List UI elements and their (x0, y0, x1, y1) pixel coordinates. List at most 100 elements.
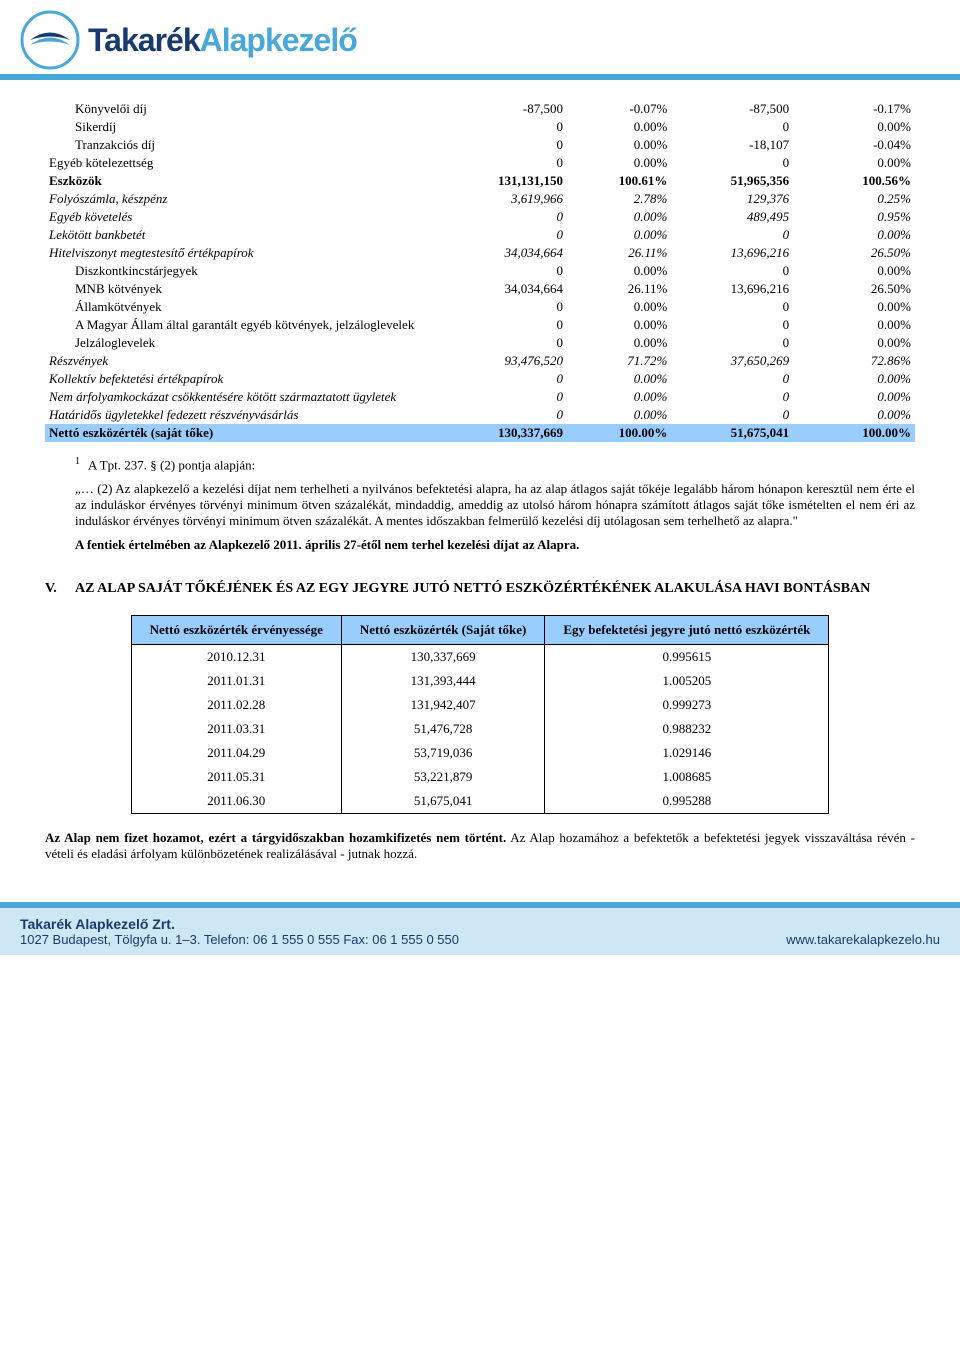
row-label: Határidős ügyletekkel fedezett részvényv… (45, 406, 445, 424)
row-pct-1: 0.00% (567, 298, 671, 316)
nav-cell: 1.005205 (545, 669, 829, 693)
row-value-2: 0 (671, 406, 793, 424)
row-pct-1: 71.72% (567, 352, 671, 370)
table-row: Tranzakciós díj00.00%-18,107-0.04% (45, 136, 915, 154)
nav-row: 2011.01.31131,393,4441.005205 (131, 669, 829, 693)
row-label: Tranzakciós díj (45, 136, 445, 154)
row-label: Diszkontkincstárjegyek (45, 262, 445, 280)
row-value-1: 130,337,669 (445, 424, 567, 442)
row-pct-2: 26.50% (793, 280, 915, 298)
row-value-2: 0 (671, 226, 793, 244)
row-pct-1: 26.11% (567, 280, 671, 298)
row-label: Kollektív befektetési értékpapírok (45, 370, 445, 388)
row-pct-2: 0.00% (793, 154, 915, 172)
row-value-2: 0 (671, 154, 793, 172)
table-row: Kollektív befektetési értékpapírok 00.00%… (45, 370, 915, 388)
row-value-2: -18,107 (671, 136, 793, 154)
row-value-2: 0 (671, 370, 793, 388)
table-row: Hitelviszonyt megtestesítő értékpapírok3… (45, 244, 915, 262)
row-value-1: 34,034,664 (445, 280, 567, 298)
row-label: Nettó eszközérték (saját tőke) (45, 424, 445, 442)
row-value-2: 0 (671, 298, 793, 316)
section-heading: AZ ALAP SAJÁT TŐKÉJÉNEK ÉS AZ EGY JEGYRE… (75, 581, 870, 596)
nav-row: 2011.02.28131,942,4070.999273 (131, 693, 829, 717)
nav-cell: 51,476,728 (341, 717, 544, 741)
logo-text: Takarék Alapkezelő (88, 22, 357, 59)
row-pct-2: 0.00% (793, 298, 915, 316)
row-pct-1: 100.00% (567, 424, 671, 442)
nav-cell: 2011.02.28 (131, 693, 341, 717)
row-label: Könyvelői díj (45, 100, 445, 118)
row-label: MNB kötvények (45, 280, 445, 298)
row-label: Eszközök (45, 172, 445, 190)
nav-row: 2011.05.3153,221,8791.008685 (131, 765, 829, 789)
table-row: Eszközök131,131,150100.61%51,965,356100.… (45, 172, 915, 190)
table-row: Sikerdíj00.00%00.00% (45, 118, 915, 136)
nav-cell: 0.995615 (545, 645, 829, 670)
nav-cell: 51,675,041 (341, 789, 544, 814)
row-value-1: 34,034,664 (445, 244, 567, 262)
nav-cell: 0.988232 (545, 717, 829, 741)
table-row: Határidős ügyletekkel fedezett részvényv… (45, 406, 915, 424)
page-header: Takarék Alapkezelő (0, 0, 960, 70)
row-value-1: 0 (445, 298, 567, 316)
nav-cell: 53,221,879 (341, 765, 544, 789)
bottom-paragraph: Az Alap nem fizet hozamot, ezért a tárgy… (45, 830, 915, 862)
row-pct-2: 0.00% (793, 406, 915, 424)
row-label: Lekötött bankbetét (45, 226, 445, 244)
row-value-2: 0 (671, 334, 793, 352)
nav-row: 2011.03.3151,476,7280.988232 (131, 717, 829, 741)
row-label: Folyószámla, készpénz (45, 190, 445, 208)
nav-row: 2011.04.2953,719,0361.029146 (131, 741, 829, 765)
row-pct-2: 0.00% (793, 334, 915, 352)
bottom-bold: Az Alap nem fizet hozamot, ezért a tárgy… (45, 830, 506, 845)
nav-cell: 2011.05.31 (131, 765, 341, 789)
logo-part-a: Takarék (88, 22, 200, 59)
table-row: Nettó eszközérték (saját tőke)130,337,66… (45, 424, 915, 442)
row-value-2: 13,696,216 (671, 244, 793, 262)
table-row: Egyéb követelés00.00%489,4950.95% (45, 208, 915, 226)
table-row: Részvények93,476,52071.72%37,650,26972.8… (45, 352, 915, 370)
row-value-2: 13,696,216 (671, 280, 793, 298)
row-pct-1: 0.00% (567, 370, 671, 388)
row-value-2: -87,500 (671, 100, 793, 118)
footer-url: www.takarekalapkezelo.hu (786, 932, 940, 947)
row-value-1: 0 (445, 154, 567, 172)
row-pct-2: 0.00% (793, 370, 915, 388)
nav-header: Nettó eszközérték (Saját tőke) (341, 616, 544, 645)
row-pct-1: 0.00% (567, 226, 671, 244)
row-value-1: 0 (445, 388, 567, 406)
row-pct-1: 0.00% (567, 136, 671, 154)
row-value-1: 131,131,150 (445, 172, 567, 190)
row-value-1: 0 (445, 406, 567, 424)
nav-cell: 1.008685 (545, 765, 829, 789)
row-pct-1: 0.00% (567, 388, 671, 406)
row-value-2: 51,675,041 (671, 424, 793, 442)
row-value-2: 0 (671, 388, 793, 406)
nav-cell: 1.029146 (545, 741, 829, 765)
row-value-2: 0 (671, 262, 793, 280)
row-pct-2: -0.04% (793, 136, 915, 154)
row-pct-2: 0.25% (793, 190, 915, 208)
row-value-1: 0 (445, 226, 567, 244)
row-label: Nem árfolyamkockázat csökkentésére kötöt… (45, 388, 445, 406)
row-value-2: 489,495 (671, 208, 793, 226)
row-label: Hitelviszonyt megtestesítő értékpapírok (45, 244, 445, 262)
nav-cell: 2011.03.31 (131, 717, 341, 741)
footer-company: Takarék Alapkezelő Zrt. (20, 916, 459, 932)
row-value-1: 0 (445, 118, 567, 136)
row-label: Államkötvények (45, 298, 445, 316)
row-pct-1: -0.07% (567, 100, 671, 118)
row-pct-1: 0.00% (567, 316, 671, 334)
row-pct-2: 26.50% (793, 244, 915, 262)
assets-table: Könyvelői díj-87,500-0.07%-87,500-0.17%S… (45, 100, 915, 442)
table-row: Egyéb kötelezettség00.00%00.00% (45, 154, 915, 172)
row-label: A Magyar Állam által garantált egyéb köt… (45, 316, 445, 334)
footnote-marker: 1 (75, 456, 80, 467)
row-value-2: 0 (671, 316, 793, 334)
row-value-1: 3,619,966 (445, 190, 567, 208)
table-row: Államkötvények00.00%00.00% (45, 298, 915, 316)
row-pct-2: 0.00% (793, 226, 915, 244)
row-pct-2: 72.86% (793, 352, 915, 370)
table-row: Jelzáloglevelek00.00%00.00% (45, 334, 915, 352)
